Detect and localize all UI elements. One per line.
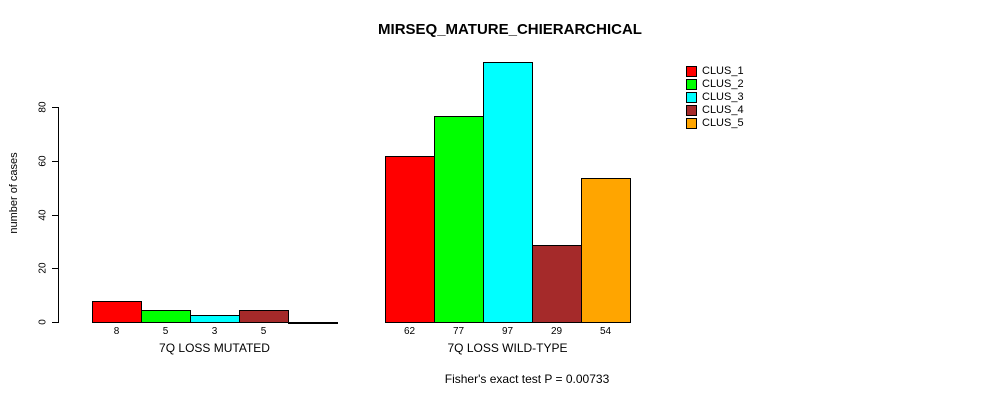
legend-label-clus_2: CLUS_2 (702, 78, 744, 90)
bar-value-label: 5 (162, 326, 169, 337)
y-axis-line (58, 107, 59, 323)
y-tick-label: 60 (37, 155, 49, 167)
legend-swatch-clus_2 (686, 79, 697, 90)
y-axis-title: number of cases (8, 152, 20, 234)
bar-clus_2-mutated (141, 310, 191, 323)
legend-label-clus_1: CLUS_1 (702, 65, 744, 77)
bar-clus_3-wild-type (483, 62, 533, 323)
y-tick-mark (52, 161, 58, 162)
bar-clus_2-wild-type (434, 116, 484, 323)
x-group-label-mutated: 7Q LOSS MUTATED (159, 341, 270, 355)
bar-clus_5-wild-type (581, 178, 631, 323)
legend-swatch-clus_4 (686, 105, 697, 116)
x-group-label-wild-type: 7Q LOSS WILD-TYPE (447, 341, 568, 355)
y-tick-label: 0 (37, 319, 49, 325)
bar-value-label: 97 (501, 326, 514, 337)
y-tick-label: 80 (37, 101, 49, 113)
y-tick-mark (52, 268, 58, 269)
bar-clus_3-mutated (190, 315, 240, 323)
y-tick-mark (52, 322, 58, 323)
legend-swatch-clus_5 (686, 118, 697, 129)
bar-value-label: 62 (403, 326, 416, 337)
y-tick-mark (52, 215, 58, 216)
y-tick-label: 40 (37, 209, 49, 221)
bar-clus_4-mutated (239, 310, 289, 323)
legend-label-clus_3: CLUS_3 (702, 91, 744, 103)
bar-value-label: 5 (260, 326, 267, 337)
bar-clus_4-wild-type (532, 245, 582, 323)
y-tick-mark (52, 107, 58, 108)
bar-value-label: 77 (452, 326, 465, 337)
legend-swatch-clus_1 (686, 66, 697, 77)
fisher-test-annotation: Fisher's exact test P = 0.00733 (444, 372, 610, 386)
bar-value-label: 8 (113, 326, 120, 337)
chart-title: MIRSEQ_MATURE_CHIERARCHICAL (378, 21, 642, 38)
y-tick-label: 20 (37, 262, 49, 274)
legend-label-clus_4: CLUS_4 (702, 104, 744, 116)
legend-label-clus_5: CLUS_5 (702, 117, 744, 129)
bar-clus_5-mutated (288, 322, 338, 324)
bar-clus_1-mutated (92, 301, 142, 323)
bar-value-label: 29 (550, 326, 563, 337)
legend-swatch-clus_3 (686, 92, 697, 103)
bar-value-label: 3 (211, 326, 218, 337)
bar-clus_1-wild-type (385, 156, 435, 323)
bar-value-label: 54 (599, 326, 612, 337)
